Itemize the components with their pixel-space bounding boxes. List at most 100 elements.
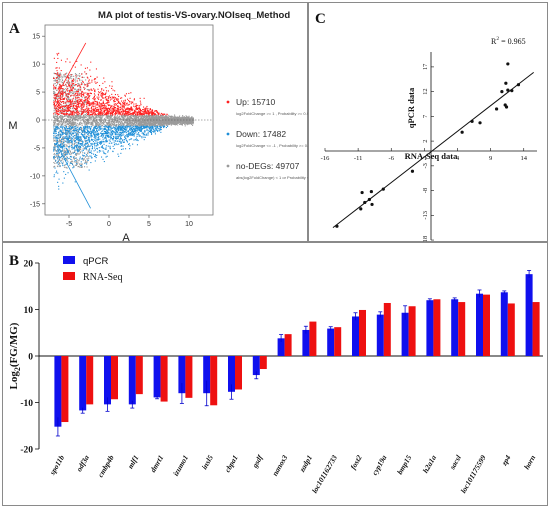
up-point	[66, 105, 68, 107]
nodeg-point	[113, 121, 115, 123]
up-point	[77, 85, 79, 87]
nodeg-point	[169, 115, 171, 117]
up-point	[123, 100, 125, 102]
down-point	[58, 188, 60, 190]
up-point	[107, 103, 109, 105]
nodeg-point	[171, 120, 173, 122]
nodeg-point	[75, 118, 77, 120]
up-point	[139, 114, 141, 116]
nodeg-point	[181, 121, 183, 123]
nodeg-point	[190, 118, 192, 120]
up-point	[101, 89, 103, 91]
up-point	[114, 90, 116, 92]
nodeg-point	[136, 118, 138, 120]
up-point	[86, 99, 88, 101]
up-point	[87, 97, 89, 99]
up-point	[53, 95, 55, 97]
nodeg-point	[179, 118, 181, 120]
nodeg-point	[184, 123, 186, 125]
nodeg-point	[148, 118, 150, 120]
nodeg-point	[72, 133, 74, 135]
nodeg-point	[96, 117, 98, 119]
nodeg-point	[141, 124, 143, 126]
nodeg-point	[150, 119, 152, 121]
nodeg-point	[76, 124, 78, 126]
nodeg-point	[70, 92, 72, 94]
up-point	[88, 93, 90, 95]
nodeg-point	[123, 117, 125, 119]
up-point	[80, 100, 82, 102]
up-point	[66, 99, 68, 101]
up-point	[105, 113, 107, 115]
up-point	[103, 111, 105, 113]
up-point	[118, 110, 120, 112]
up-point	[101, 105, 103, 107]
up-point	[158, 113, 160, 115]
up-point	[62, 88, 64, 90]
nodeg-point	[82, 158, 84, 160]
up-point	[61, 93, 63, 95]
nodeg-point	[92, 119, 94, 121]
nodeg-point	[161, 125, 163, 127]
nodeg-point	[60, 81, 62, 83]
nodeg-point	[79, 75, 81, 77]
nodeg-point	[124, 125, 126, 127]
nodeg-point	[165, 119, 167, 121]
nodeg-point	[99, 116, 101, 118]
up-point	[67, 76, 69, 78]
nodeg-point	[65, 132, 67, 134]
up-point	[73, 114, 75, 116]
nodeg-point	[116, 117, 118, 119]
nodeg-point	[94, 114, 96, 116]
nodeg-point	[164, 119, 166, 121]
nodeg-point	[79, 79, 81, 81]
nodeg-point	[184, 118, 186, 120]
up-point	[137, 104, 139, 106]
up-point	[115, 111, 117, 113]
up-point	[118, 95, 120, 97]
up-point	[59, 99, 61, 101]
up-point	[69, 101, 71, 103]
nodeg-point	[178, 122, 180, 124]
up-point	[127, 108, 129, 110]
nodeg-point	[191, 118, 193, 120]
up-point	[83, 111, 85, 113]
up-point	[67, 88, 69, 90]
nodeg-point	[178, 118, 180, 120]
nodeg-point	[95, 123, 97, 125]
nodeg-point	[137, 124, 139, 126]
nodeg-point	[66, 111, 68, 113]
up-point	[141, 112, 143, 114]
nodeg-point	[158, 120, 160, 122]
nodeg-point	[162, 123, 164, 125]
up-point	[68, 106, 70, 108]
up-point	[117, 110, 119, 112]
down-point	[99, 125, 101, 127]
up-point	[69, 103, 71, 105]
nodeg-point	[75, 124, 77, 126]
up-point	[63, 84, 65, 86]
up-point	[77, 90, 79, 92]
up-point	[129, 109, 131, 111]
up-point	[58, 104, 60, 106]
nodeg-point	[70, 152, 72, 154]
nodeg-point	[113, 120, 115, 122]
up-point	[154, 113, 156, 115]
down-point	[57, 126, 59, 128]
nodeg-point	[87, 89, 89, 91]
nodeg-point	[76, 122, 78, 124]
nodeg-point	[90, 121, 92, 123]
up-point	[92, 101, 94, 103]
nodeg-point	[56, 72, 58, 74]
nodeg-point	[119, 122, 121, 124]
nodeg-point	[74, 81, 76, 83]
up-point	[65, 109, 67, 111]
nodeg-point	[152, 116, 154, 118]
up-point	[71, 111, 73, 113]
up-point	[114, 114, 116, 116]
nodeg-point	[169, 118, 171, 120]
nodeg-point	[96, 118, 98, 120]
nodeg-point	[70, 124, 72, 126]
nodeg-point	[78, 131, 80, 133]
nodeg-point	[71, 123, 73, 125]
